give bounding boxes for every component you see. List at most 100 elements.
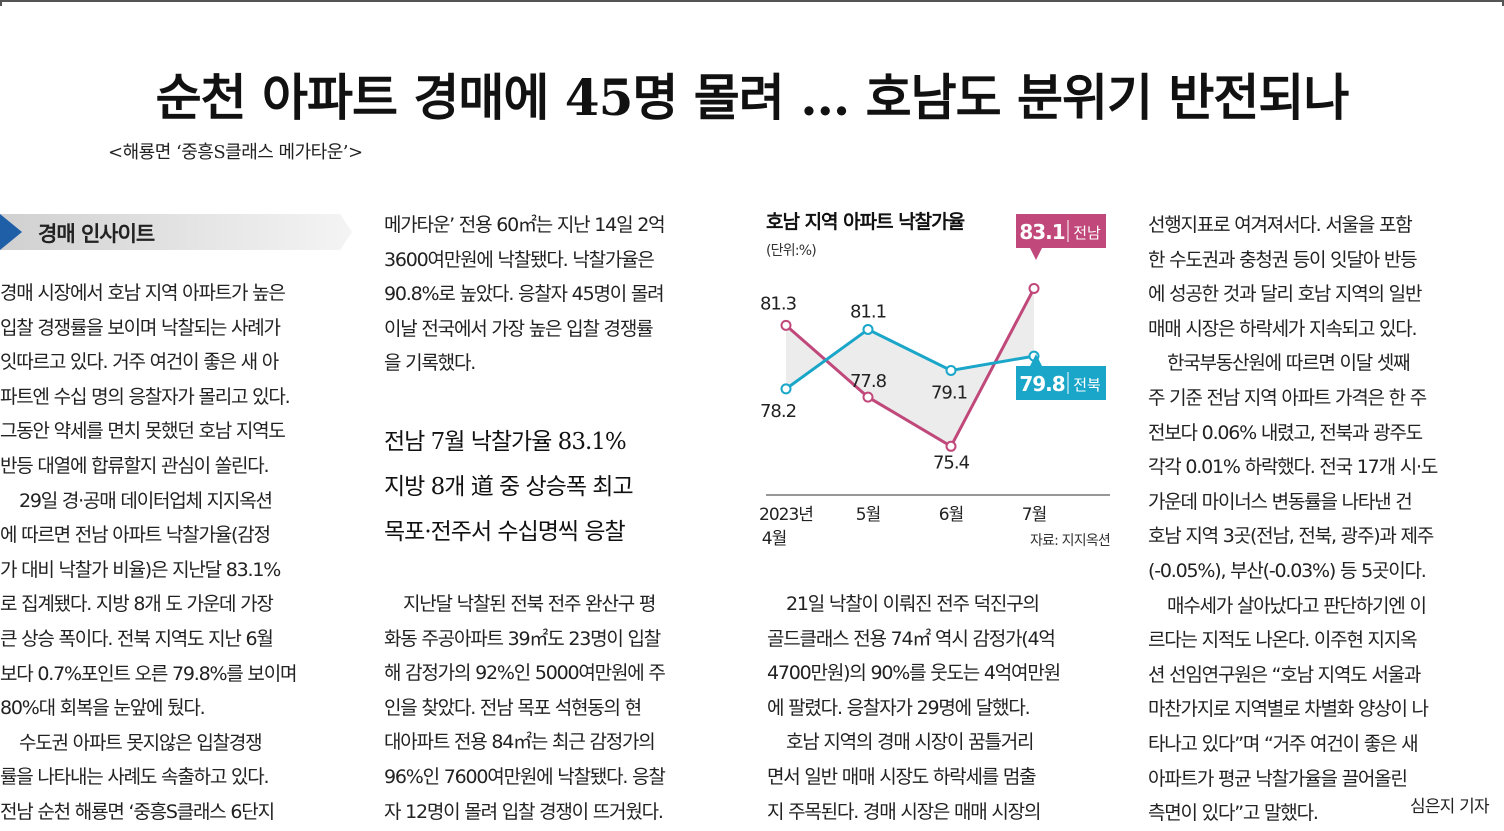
text-line: (-0.05%), 부산(-0.03%) 등 5곳이다. bbox=[1148, 559, 1427, 582]
text-line: 잇따르고 있다. 거주 여건이 좋은 새 아 bbox=[0, 351, 279, 374]
text-line: 그동안 약세를 면치 못했던 호남 지역도 bbox=[0, 420, 286, 443]
text-line: 한국부동산원에 따르면 이달 셋째 bbox=[1167, 352, 1411, 375]
data-label: 79.1 bbox=[931, 382, 967, 403]
text-line: 이날 전국에서 가장 높은 입찰 경쟁률 bbox=[384, 317, 654, 340]
auction-rate-chart: 호남 지역 아파트 낙찰가율 (단위:%) 2023년 4월 5월 6월 7월 81.3… bbox=[760, 211, 1111, 549]
data-label: 78.2 bbox=[760, 401, 796, 422]
text-line: 면서 일반 매매 시장도 하락세를 멈출 bbox=[767, 765, 1037, 788]
text-line: 전남 순천 해룡면 ‘중흥S클래스 6단지 bbox=[0, 800, 275, 823]
data-label: 77.8 bbox=[850, 371, 887, 392]
x-tick-label: 4월 bbox=[762, 529, 786, 549]
data-point bbox=[945, 364, 957, 376]
text-line: 호남 지역의 경매 시장이 꿈틀거리 bbox=[786, 731, 1034, 754]
data-point bbox=[780, 319, 792, 331]
section-label-text: 경매 인사이트 bbox=[38, 222, 155, 246]
text-line: 호남 지역 3곳(전남, 전북, 광주)과 제주 bbox=[1148, 525, 1434, 548]
text-line: 지난달 낙찰된 전북 전주 완산구 평 bbox=[403, 593, 656, 615]
text-line: 각각 0.01% 하락했다. 전국 17개 시·도 bbox=[1148, 456, 1438, 479]
text-line: 선행지표로 여겨져서다. 서울을 포함 bbox=[1148, 214, 1413, 236]
text-line: 메가타운’ 전용 60㎡는 지난 14일 2억 bbox=[384, 214, 666, 236]
text-line: 대아파트 전용 84㎡는 최근 감정가의 bbox=[384, 731, 656, 754]
callout-pointer bbox=[1030, 354, 1042, 366]
text-line: 3600여만원에 낙찰됐다. 낙찰가율은 bbox=[384, 248, 655, 271]
callout-value: 83.1 bbox=[1019, 220, 1064, 244]
series-line-jeonbuk bbox=[785, 327, 1035, 391]
text-line: 매수세가 살아났다고 판단하기엔 이 bbox=[1167, 594, 1427, 617]
chart-source: 자료: 지지옥션 bbox=[1030, 533, 1110, 549]
text-line: 지 주목된다. 경매 시장은 매매 시장의 bbox=[767, 800, 1041, 823]
text-line: 경매 시장에서 호남 지역 아파트가 높은 bbox=[0, 282, 286, 304]
text-line: 르다는 지적도 나온다. 이주현 지지옥 bbox=[1148, 629, 1418, 652]
top-rule-left bbox=[0, 0, 2, 6]
data-point bbox=[780, 383, 792, 395]
series-callout: 79.8 전북 bbox=[1016, 366, 1106, 400]
text-line: 션 선임연구원은 “호남 지역도 서울과 bbox=[1148, 663, 1421, 686]
chart-gap-area bbox=[786, 288, 1034, 447]
data-label: 75.4 bbox=[933, 452, 970, 473]
headline: 순천 아파트 경매에 45명 몰려 … 호남도 분위기 반전되나 bbox=[155, 68, 1350, 127]
text-line: 아파트가 평균 낙찰가율을 끌어올린 bbox=[1148, 767, 1408, 790]
data-point bbox=[862, 323, 874, 335]
top-rule-right bbox=[1502, 0, 1504, 6]
callout-pointer bbox=[1030, 248, 1042, 260]
section-label: 경매 인사이트 bbox=[0, 214, 352, 250]
text-line: 보다 0.7%포인트 오른 79.8%를 보이며 bbox=[0, 662, 297, 685]
text-line: 가 대비 낙찰가 비율)은 지난달 83.1% bbox=[0, 558, 281, 581]
text-line: 목포·전주서 수십명씩 응찰 bbox=[384, 519, 626, 545]
data-point bbox=[1028, 282, 1040, 294]
data-point bbox=[862, 391, 874, 403]
section-label-bar bbox=[0, 214, 352, 250]
x-tick-label: 5월 bbox=[856, 505, 880, 525]
text-line: 률을 나타내는 사례도 속출하고 있다. bbox=[0, 766, 270, 789]
text-line: 4700만원)의 90%를 웃도는 4억여만원 bbox=[767, 662, 1061, 685]
text-line: 21일 낙찰이 이뤄진 전주 덕진구의 bbox=[786, 593, 1040, 615]
text-line: 지방 8개 道 중 상승폭 최고 bbox=[384, 474, 634, 500]
chart-title: 호남 지역 아파트 낙찰가율 bbox=[766, 211, 965, 233]
text-line: 29일 경·공매 데이터업체 지지옥션 bbox=[19, 489, 273, 512]
text-line: 인을 찾았다. 전남 목포 석현동의 현 bbox=[384, 696, 642, 719]
callout-box bbox=[1016, 366, 1106, 400]
article-column-4: 선행지표로 여겨져서다. 서울을 포함 한 수도권과 충청권 등이 잇달아 반등 에… bbox=[1148, 208, 1500, 831]
series-line-jeonnam bbox=[785, 287, 1036, 449]
data-label: 81.1 bbox=[850, 301, 886, 322]
byline: 심은지 기자 bbox=[1410, 797, 1490, 817]
text-line: 90.8%로 높았다. 응찰자 45명이 몰려 bbox=[384, 283, 665, 306]
text-line: 에 팔렸다. 응찰자가 29명에 달했다. bbox=[767, 696, 1031, 719]
text-line: 전남 7월 낙찰가율 83.1% bbox=[384, 429, 627, 455]
text-line: 자 12명이 몰려 입찰 경쟁이 뜨거웠다. bbox=[384, 800, 664, 823]
text-line: 골드클래스 전용 74㎡ 역시 감정가(4억 bbox=[767, 627, 1056, 650]
x-tick-label: 6월 bbox=[939, 505, 963, 525]
text-line: 을 기록했다. bbox=[384, 352, 476, 375]
text-line: 측면이 있다”고 말했다. bbox=[1148, 802, 1319, 825]
data-point bbox=[945, 440, 957, 452]
text-line: 입찰 경쟁률을 보이며 낙찰되는 사례가 bbox=[0, 316, 281, 339]
text-line: 매매 시장은 하락세가 지속되고 있다. bbox=[1148, 317, 1418, 340]
text-line: 로 집계됐다. 지방 8개 도 가운데 가장 bbox=[0, 593, 274, 616]
text-line: 한 수도권과 충청권 등이 잇달아 반등 bbox=[1148, 248, 1418, 271]
text-line: 파트엔 수십 명의 응찰자가 몰리고 있다. bbox=[0, 385, 291, 408]
text-line: 96%인 7600여만원에 낙찰됐다. 응찰 bbox=[384, 765, 666, 788]
text-line: 화동 주공아파트 39㎡도 23명이 입찰 bbox=[384, 627, 661, 650]
top-rule bbox=[0, 0, 1504, 2]
chart-unit: (단위:%) bbox=[766, 243, 816, 259]
article-column-2-top: 메가타운’ 전용 60㎡는 지난 14일 2억 3600여만원에 낙찰됐다. 낙찰… bbox=[384, 208, 736, 381]
x-tick-label: 2023년 bbox=[760, 505, 813, 525]
callout-series-name: 전북 bbox=[1073, 376, 1101, 394]
series-callout: 83.1 전남 bbox=[1016, 214, 1106, 248]
callout-value: 79.8 bbox=[1019, 372, 1064, 396]
x-tick-label: 7월 bbox=[1022, 505, 1046, 525]
text-line: 전보다 0.06% 내렸고, 전북과 광주도 bbox=[1148, 421, 1423, 444]
text-line: 가운데 마이너스 변동률을 나타낸 건 bbox=[1148, 490, 1413, 513]
callout-series-name: 전남 bbox=[1073, 224, 1101, 242]
data-label: 81.3 bbox=[760, 293, 797, 314]
text-line: 에 따르면 전남 아파트 낙찰가율(감정 bbox=[0, 524, 271, 547]
text-line: 마찬가지로 지역별로 차별화 양상이 나 bbox=[1148, 698, 1429, 721]
text-line: 수도권 아파트 못지않은 입찰경쟁 bbox=[19, 731, 263, 754]
text-line: 반등 대열에 합류할지 관심이 쏠린다. bbox=[0, 454, 270, 477]
callout-box bbox=[1016, 214, 1106, 248]
photo-caption: <해룡면 ‘중흥S클래스 메가타운’> bbox=[108, 142, 363, 163]
